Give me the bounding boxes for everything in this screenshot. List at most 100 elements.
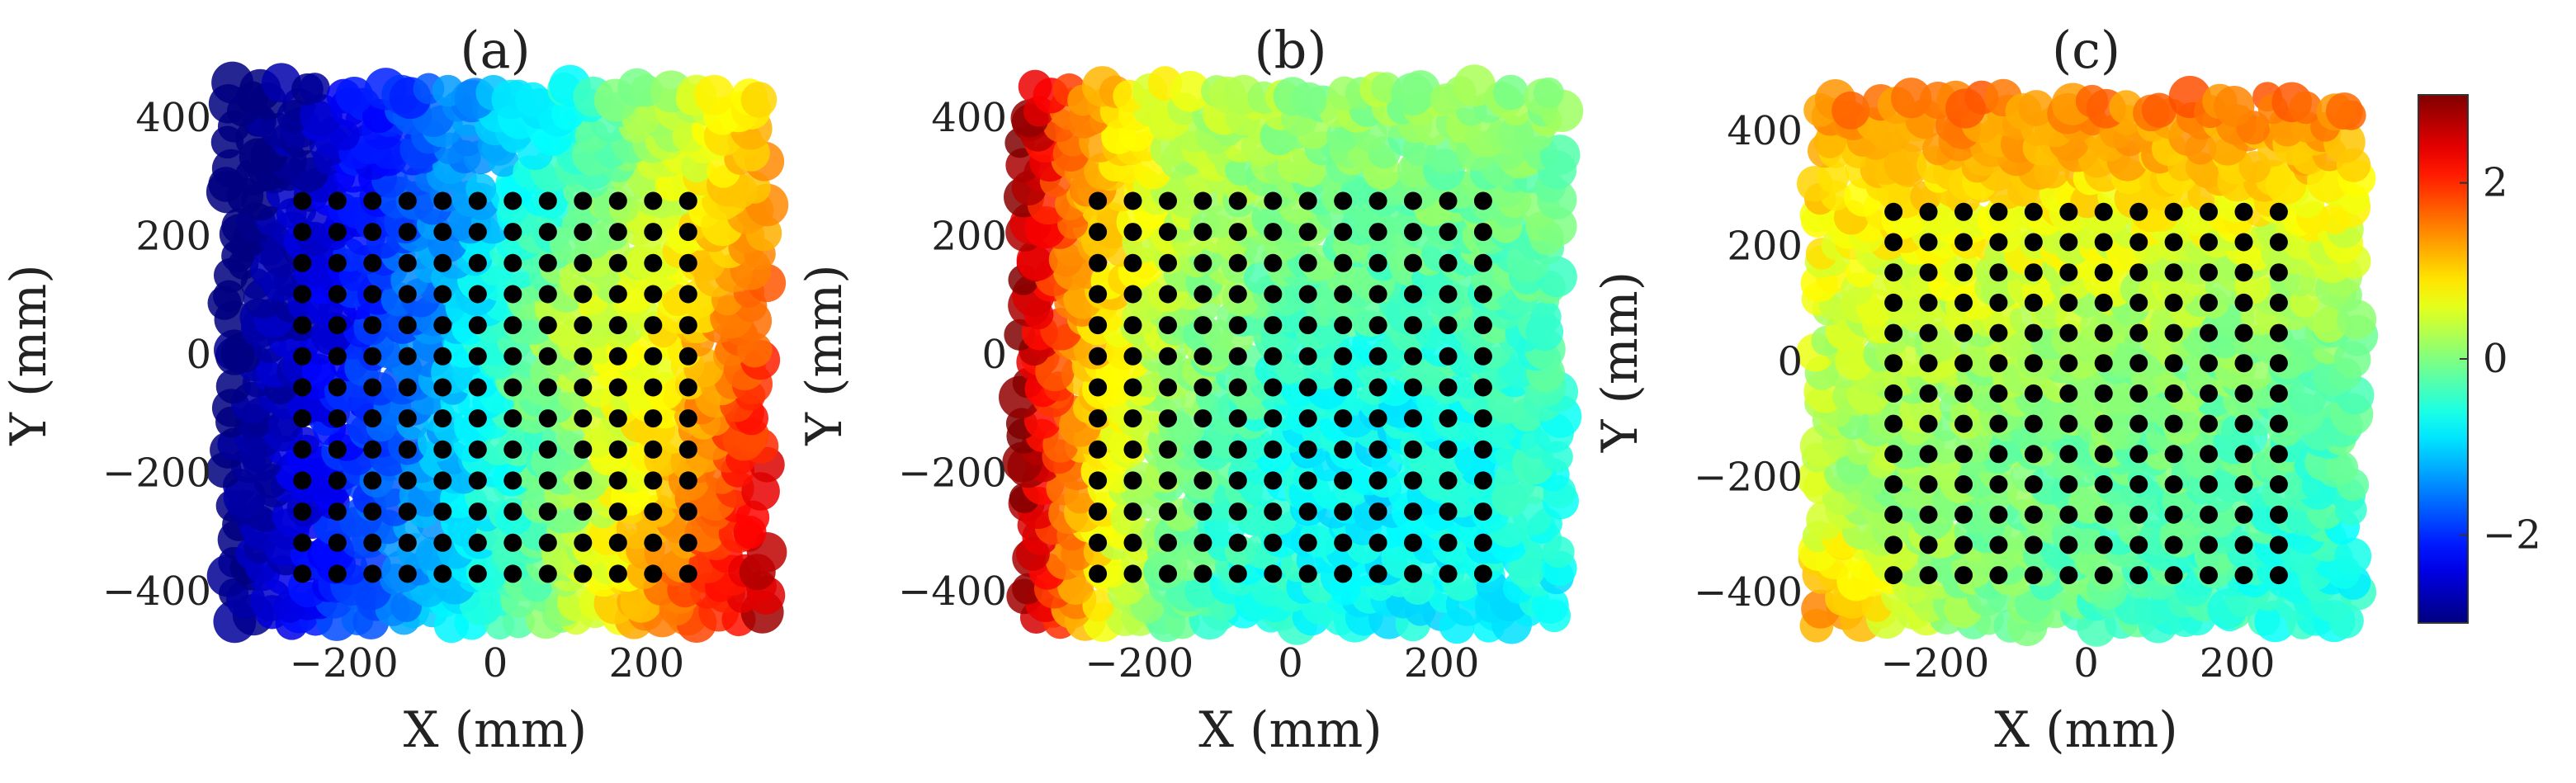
marker-point [2269,202,2288,221]
marker-point [574,223,593,242]
marker-point [2059,535,2078,554]
marker-point [574,502,593,521]
marker-point [363,533,382,552]
marker-point [2094,323,2113,342]
marker-point [468,253,487,272]
marker-point [1228,409,1247,428]
panel-title: (c) [2052,20,2120,80]
marker-point [328,316,347,335]
marker-point [1089,502,1108,521]
marker-point [608,471,627,490]
marker-point [1884,323,1903,342]
marker-point [2024,263,2043,282]
marker-point [2094,414,2113,433]
y-tick-label: −400 [898,568,1007,615]
y-tick-label: −200 [898,450,1007,497]
marker-point [1473,409,1492,428]
marker-point [1989,475,2008,493]
marker-point [1334,533,1353,552]
marker-point [1473,440,1492,459]
marker-point [1473,533,1492,552]
marker-point [1264,285,1283,304]
marker-point [1334,347,1353,366]
marker-point [2200,414,2218,433]
x-axis-label: X (mm) [1994,701,2177,759]
marker-point [1123,191,1142,210]
marker-point [644,564,663,583]
marker-point [363,316,382,335]
marker-point [2234,505,2253,524]
marker-point [2234,384,2253,403]
marker-point [2269,384,2288,403]
marker-point [538,440,557,459]
marker-point [1228,253,1247,272]
marker-point [1193,533,1212,552]
marker-point [2200,354,2218,373]
marker-point [1089,378,1108,397]
marker-point [2129,535,2148,554]
marker-point [1439,471,1458,490]
marker-point [433,223,452,242]
marker-point [468,533,487,552]
marker-point [1989,233,2008,252]
marker-point [1368,347,1387,366]
panel-a: (a) −200 0 200 −400 −200 0 200 400 X (mm) Y (mm) [0,20,789,759]
marker-point [1404,223,1422,242]
field-point [2141,92,2177,128]
marker-point [678,409,697,428]
marker-point [1954,354,1973,373]
marker-point [2200,323,2218,342]
marker-point [2024,566,2043,585]
marker-point [538,564,557,583]
marker-point [2269,233,2288,252]
marker-point [574,564,593,583]
marker-point [2234,566,2253,585]
marker-point [1264,347,1283,366]
marker-point [363,471,382,490]
marker-point [1989,505,2008,524]
marker-point [2059,475,2078,493]
marker-point [363,191,382,210]
marker-point [468,191,487,210]
marker-point [538,533,557,552]
marker-point [1368,253,1387,272]
marker-point [1089,409,1108,428]
marker-point [2269,293,2288,312]
marker-point [1919,263,1938,282]
marker-point [398,347,417,366]
marker-point [1334,471,1353,490]
marker-point [2059,202,2078,221]
marker-point [2059,384,2078,403]
marker-grid [1089,191,1492,583]
marker-point [1123,285,1142,304]
marker-point [2234,445,2253,464]
marker-point [1228,347,1247,366]
marker-point [1473,191,1492,210]
field-point [1170,70,1211,112]
marker-point [1954,445,1973,464]
marker-point [1439,533,1458,552]
marker-point [538,409,557,428]
y-axis-label: Y (mm) [796,264,853,446]
marker-point [1989,354,2008,373]
marker-point [2129,263,2148,282]
marker-point [1334,378,1353,397]
marker-point [1193,502,1212,521]
marker-point [503,347,522,366]
marker-point [1298,253,1317,272]
marker-point [1954,414,1973,433]
marker-point [2094,354,2113,373]
marker-point [293,223,312,242]
marker-point [2164,445,2183,464]
marker-point [2024,414,2043,433]
marker-point [574,409,593,428]
y-tick-label: 400 [135,95,211,141]
marker-point [2269,414,2288,433]
marker-point [1473,223,1492,242]
marker-point [2164,293,2183,312]
colorbar-tick-label: −2 [2483,512,2541,558]
marker-point [2129,414,2148,433]
marker-point [2164,354,2183,373]
marker-point [1439,409,1458,428]
